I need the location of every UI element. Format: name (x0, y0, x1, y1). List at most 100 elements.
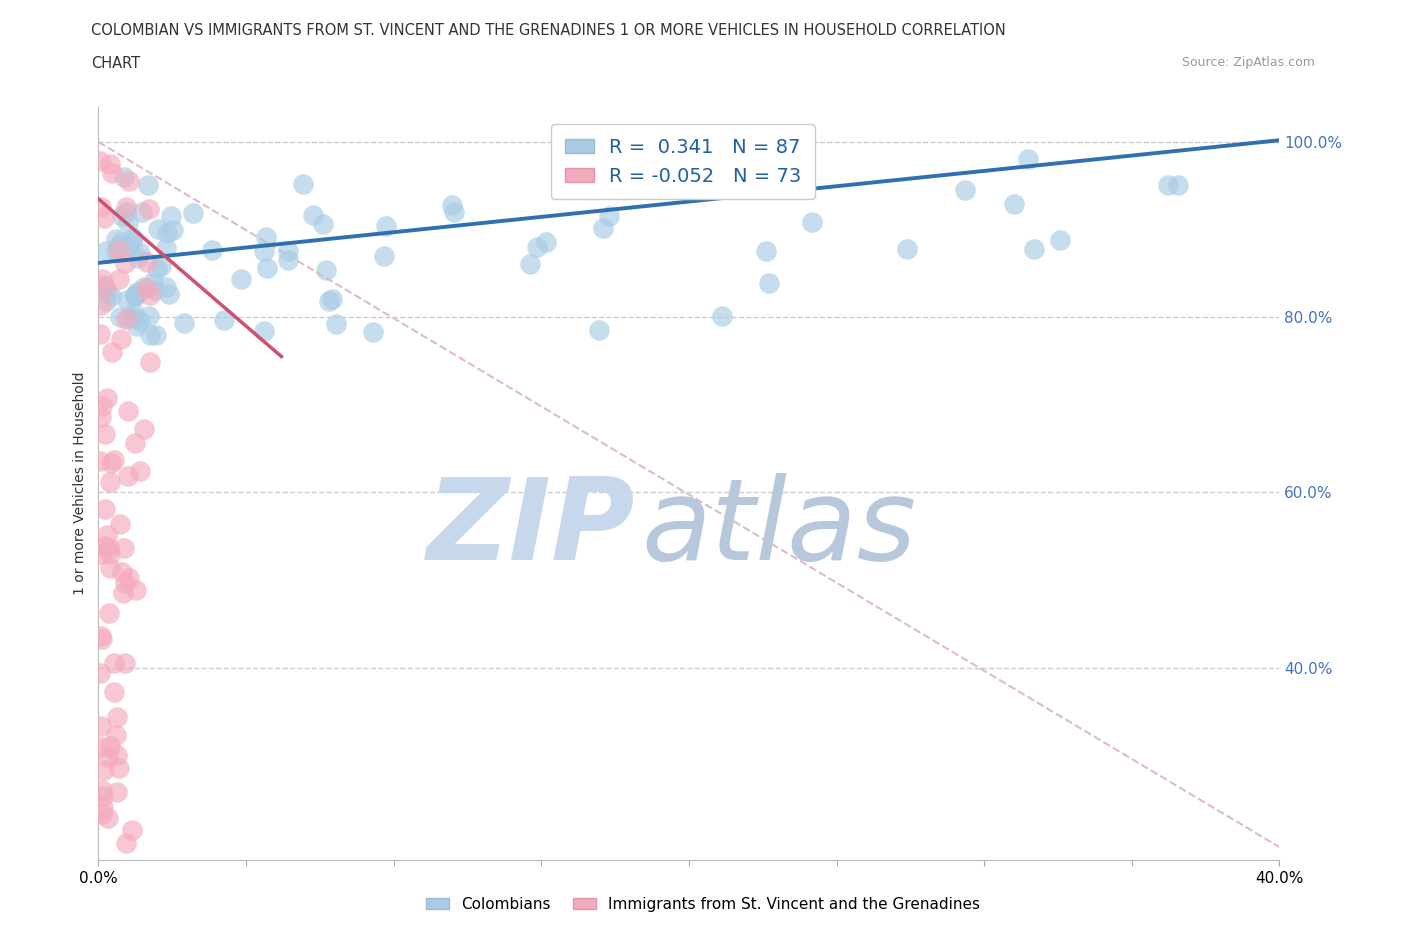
Point (117, 469, 139, 484)
Point (801, 215, 824, 230)
Point (98, 560, 121, 575)
Point (519, 256, 541, 271)
Point (181, 206, 204, 220)
Point (96, 390, 118, 405)
Point (111, 586, 134, 601)
Point (90, 806, 112, 821)
Point (105, 785, 128, 800)
Text: COLOMBIAN VS IMMIGRANTS FROM ST. VINCENT AND THE GRENADINES 1 OR MORE VEHICLES I: COLOMBIAN VS IMMIGRANTS FROM ST. VINCENT… (91, 23, 1007, 38)
Point (321, 291, 343, 306)
Point (138, 327, 160, 342)
Point (155, 241, 177, 256)
Point (90, 718, 112, 733)
Point (122, 310, 145, 325)
Point (253, 244, 276, 259)
Point (108, 516, 131, 531)
Legend: Colombians, Immigrants from St. Vincent and the Grenadines: Colombians, Immigrants from St. Vincent … (419, 891, 987, 918)
Point (112, 540, 135, 555)
Text: ZIP: ZIP (427, 473, 636, 584)
Point (114, 200, 136, 215)
Point (111, 565, 134, 579)
Point (1017, 152, 1039, 166)
Point (132, 279, 155, 294)
Point (136, 280, 159, 295)
Point (89, 665, 111, 680)
Point (149, 259, 172, 273)
Point (1157, 178, 1180, 193)
Y-axis label: 1 or more Vehicles in Household: 1 or more Vehicles in Household (73, 372, 87, 595)
Point (896, 242, 918, 257)
Point (443, 205, 465, 219)
Point (117, 215, 139, 230)
Point (118, 570, 141, 585)
Point (124, 289, 146, 304)
Point (89, 153, 111, 168)
Point (588, 322, 610, 337)
Point (94, 280, 117, 295)
Point (361, 325, 384, 339)
Point (98, 605, 121, 620)
Point (122, 305, 145, 320)
Point (440, 198, 463, 213)
Point (142, 275, 165, 290)
Point (277, 252, 299, 267)
Point (121, 234, 143, 249)
Point (312, 216, 335, 231)
Point (325, 316, 347, 331)
Point (101, 166, 124, 181)
Point (117, 403, 139, 418)
Point (139, 287, 162, 302)
Point (96, 527, 118, 542)
Point (526, 239, 548, 254)
Point (90, 629, 112, 644)
Point (143, 282, 166, 297)
Point (155, 280, 177, 295)
Point (103, 452, 125, 467)
Point (110, 310, 132, 325)
Point (159, 208, 181, 223)
Point (98, 547, 121, 562)
Point (108, 272, 131, 286)
Point (315, 262, 337, 277)
Point (173, 315, 195, 330)
Point (98, 739, 121, 754)
Point (115, 835, 138, 850)
Point (98, 474, 121, 489)
Point (201, 243, 224, 258)
Point (156, 226, 179, 241)
Point (157, 286, 180, 301)
Text: atlas: atlas (641, 473, 917, 584)
Point (96, 285, 118, 299)
Point (758, 276, 780, 291)
Point (229, 272, 252, 286)
Point (90, 199, 112, 214)
Point (104, 728, 127, 743)
Point (132, 421, 155, 436)
Point (94, 426, 117, 441)
Point (131, 205, 153, 219)
Point (128, 313, 150, 328)
Text: CHART: CHART (91, 56, 141, 71)
Point (124, 435, 146, 450)
Point (100, 456, 122, 471)
Point (254, 230, 277, 245)
Point (256, 260, 278, 275)
Point (118, 174, 141, 189)
Point (91, 399, 114, 414)
Point (105, 232, 128, 246)
Point (114, 312, 136, 326)
Point (103, 684, 125, 699)
Point (105, 748, 128, 763)
Point (97, 750, 120, 764)
Point (89, 547, 111, 562)
Point (101, 345, 124, 360)
Point (277, 244, 299, 259)
Point (301, 207, 323, 222)
Point (104, 244, 127, 259)
Point (292, 176, 315, 191)
Point (89, 454, 111, 469)
Point (117, 238, 139, 253)
Point (105, 710, 128, 724)
Point (1002, 197, 1025, 212)
Point (93, 211, 115, 226)
